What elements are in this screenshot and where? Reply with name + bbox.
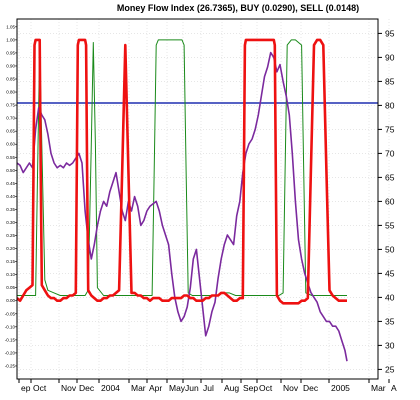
right-tick-label: 30	[385, 340, 395, 350]
left-tick-label: 0.20	[6, 246, 15, 251]
series-layer	[16, 38, 378, 362]
right-tick-label: 85	[385, 76, 395, 86]
x-axis: ep Oct Nov Dec 2004 Mar Apr May Jun Jul Aug Sep Oct N…	[18, 379, 397, 393]
left-tick-label: -0.10	[5, 324, 16, 329]
left-tick-label: -0.25	[5, 363, 16, 368]
x-tick-label: Dec	[79, 383, 95, 393]
x-tick-label: Nov	[283, 383, 299, 393]
left-tick-label: 0.25	[6, 233, 15, 238]
right-tick-label: 25	[385, 364, 395, 374]
left-tick-label: 0.75	[6, 103, 15, 108]
left-tick-label: 0.80	[6, 90, 15, 95]
left-tick-label: 0.60	[6, 142, 15, 147]
left-tick-label: 0.90	[6, 63, 15, 68]
left-tick-label: 1.00	[6, 37, 15, 42]
left-tick-label: 0.10	[6, 272, 15, 277]
left-tick-label: -0.05	[5, 311, 16, 316]
x-tick-label: Aug	[224, 383, 239, 393]
x-tick-label: May	[169, 383, 186, 393]
x-tick-label: Jun	[185, 383, 199, 393]
right-tick-label: 90	[385, 52, 395, 62]
left-tick-label: 0.55	[6, 155, 15, 160]
x-tick-label: Apr	[149, 383, 162, 393]
x-tick-label: Mar	[371, 383, 386, 393]
left-tick-label: 0.05	[6, 285, 15, 290]
right-tick-label: 60	[385, 196, 395, 206]
left-axis: 1.05 1.00 0.95 0.90 0.85 0.80 0.75 0.70 0.65 0.60…	[5, 24, 17, 368]
left-tick-label: 0.00	[6, 298, 15, 303]
buy-series-line	[17, 39, 347, 296]
x-tick-label: 2005	[331, 383, 350, 393]
right-tick-label: 55	[385, 220, 395, 230]
right-tick-label: 95	[385, 28, 395, 38]
left-tick-label: 0.45	[6, 181, 15, 186]
left-tick-label: 0.15	[6, 259, 15, 264]
right-tick-label: 50	[385, 244, 395, 254]
left-tick-label: 0.35	[6, 207, 15, 212]
plot-frame	[16, 18, 379, 380]
left-tick-label: 0.95	[6, 50, 15, 55]
left-tick-label: 1.05	[6, 24, 15, 29]
x-tick-label: Mar	[131, 383, 146, 393]
left-tick-label: 0.30	[6, 220, 15, 225]
sell-series-line	[16, 38, 347, 305]
right-tick-label: 80	[385, 100, 395, 110]
left-tick-label: 0.85	[6, 77, 15, 82]
right-tick-label: 65	[385, 172, 395, 182]
left-tick-label: 0.70	[6, 116, 15, 121]
chart-title: Money Flow Index (26.7365), BUY (0.0290)…	[117, 3, 359, 13]
left-tick-label: 0.40	[6, 194, 15, 199]
x-tick-label: Sep	[243, 383, 258, 393]
right-tick-label: 40	[385, 292, 395, 302]
right-axis: 95 90 85 80 75 70 65 60 55 50 45 40 35 30 25	[378, 28, 395, 374]
right-tick-label: 70	[385, 148, 395, 158]
right-tick-label: 75	[385, 124, 395, 134]
left-tick-label: -0.15	[5, 337, 16, 342]
x-tick-label: Oct	[259, 383, 273, 393]
left-tick-label: -0.20	[5, 350, 16, 355]
x-tick-label: ep	[21, 383, 31, 393]
x-tick-label: Nov	[61, 383, 77, 393]
left-tick-label: 0.50	[6, 168, 15, 173]
grid	[17, 19, 390, 379]
x-tick-label: Oct	[33, 383, 47, 393]
x-tick-label: Jul	[203, 383, 214, 393]
x-tick-label: Dec	[303, 383, 319, 393]
left-tick-label: 0.65	[6, 129, 15, 134]
right-tick-label: 45	[385, 268, 395, 278]
right-tick-label: 35	[385, 316, 395, 326]
x-tick-label: A	[391, 383, 397, 393]
mfi-series-line	[16, 51, 348, 362]
x-tick-label: 2004	[101, 383, 120, 393]
